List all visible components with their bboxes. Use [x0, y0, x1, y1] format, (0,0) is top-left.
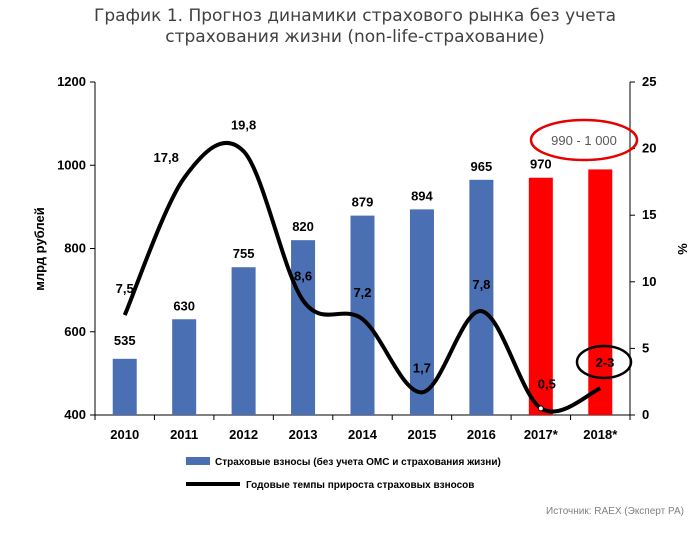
- plot-area: 400 600 800 1000 1200 0 5 10 15 20 25 2010 2011 2012 2…: [57, 74, 656, 442]
- y-axis-right-label: %: [675, 243, 690, 255]
- x-tick-label: 2017*: [524, 427, 559, 442]
- legend-bar-label: Страховые взносы (без учета ОМС и страхо…: [215, 456, 501, 468]
- y-tick-label-right: 15: [642, 207, 656, 222]
- x-tick-label: 2010: [110, 427, 139, 442]
- y-tick-label-left: 1200: [57, 74, 86, 89]
- growth-value-label: 7,2: [353, 285, 371, 300]
- callout-ellipse-growth-range: [575, 344, 633, 380]
- bar-value-label: 965: [471, 159, 493, 174]
- legend-line-label: Годовые темпы прироста страховых взносов: [246, 480, 474, 491]
- y-tick-label-right: 20: [642, 141, 656, 156]
- source-note: Источник: RAEX (Эксперт РА): [546, 506, 684, 517]
- x-tick-label: 2012: [229, 427, 258, 442]
- x-tick-label: 2011: [170, 427, 198, 442]
- growth-value-label: 7,8: [472, 277, 490, 292]
- growth-value-label: 17,8: [154, 150, 179, 165]
- x-tick-label: 2016: [467, 427, 496, 442]
- bar-value-label: 879: [352, 195, 374, 210]
- y-tick-label-right: 25: [642, 74, 656, 89]
- growth-value-label: 8,6: [294, 268, 312, 283]
- legend: Страховые взносы (без учета ОМС и страхо…: [186, 456, 501, 491]
- y-tick-label-left: 1000: [57, 157, 86, 172]
- x-tick-label: 2014: [348, 427, 378, 442]
- bar: [112, 358, 137, 415]
- y-tick-label-right: 0: [642, 407, 649, 422]
- callout-bar-range-text: 990 - 1 000: [551, 133, 617, 148]
- bar: [291, 240, 316, 415]
- growth-point-marker: [537, 405, 544, 412]
- y-tick-label-left: 600: [64, 324, 86, 339]
- y-tick-label-left: 800: [64, 241, 86, 256]
- bar: [409, 209, 434, 415]
- bar-value-label: 535: [114, 333, 136, 348]
- y-tick-label-left: 400: [64, 407, 86, 422]
- bar: [231, 267, 256, 415]
- x-tick-label: 2013: [289, 427, 318, 442]
- bar-value-label: 970: [530, 157, 552, 172]
- bar: [172, 319, 197, 415]
- bar-value-label: 755: [233, 246, 255, 261]
- x-tick-label: 2015: [407, 427, 436, 442]
- chart-title-line1: График 1. Прогноз динамики страхового ры…: [94, 6, 616, 26]
- bar-value-label: 820: [292, 219, 314, 234]
- legend-bar-swatch: [186, 457, 210, 465]
- callout-ellipse-bar-range: [529, 118, 639, 162]
- y-tick-label-right: 10: [642, 274, 656, 289]
- callout-growth-range-text: 2-3: [596, 355, 615, 370]
- bar-value-label: 894: [411, 188, 433, 203]
- x-tick-label: 2018*: [583, 427, 618, 442]
- y-tick-label-right: 5: [642, 340, 649, 355]
- chart-title-line2: страхования жизни (non-life-страхование): [165, 27, 544, 47]
- y-axis-left-label: млрд рублей: [32, 207, 47, 290]
- growth-value-label: 1,7: [413, 360, 431, 375]
- bar-value-label: 630: [173, 298, 195, 313]
- growth-line: [122, 140, 602, 414]
- bar: [528, 177, 553, 415]
- growth-value-label: 7,5: [116, 281, 134, 296]
- bar: [469, 179, 494, 415]
- growth-value-label: 0,5: [538, 376, 556, 391]
- bar: [588, 169, 613, 415]
- growth-value-label: 19,8: [231, 117, 256, 132]
